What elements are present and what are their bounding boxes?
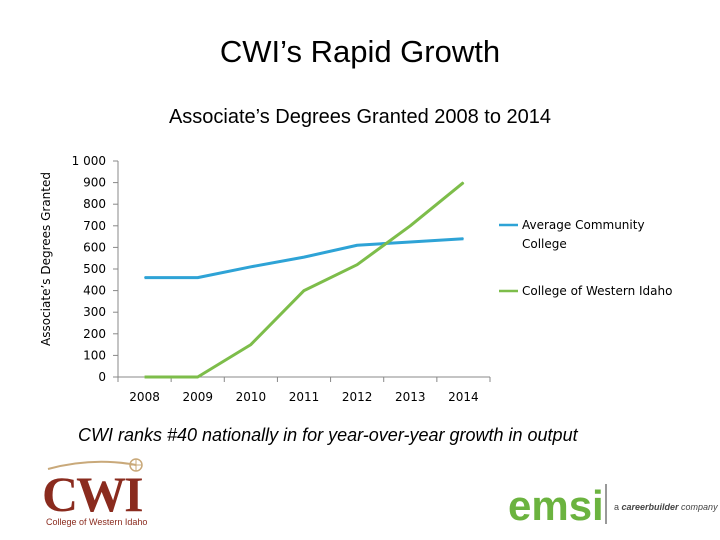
emsi-logo-text: emsi [508, 482, 604, 529]
line-chart: Associate’s Degrees Granted 0 100 200 300 40… [39, 154, 672, 404]
legend-label-0: Average Community College [522, 218, 645, 251]
data-point [144, 277, 146, 279]
cwi-logo-ornament [47, 458, 143, 472]
x-tick-label: 2014 [448, 390, 479, 404]
legend-label-line: College of Western Idaho [522, 284, 672, 298]
y-tick-label: 400 [83, 284, 106, 298]
x-ticks: 2008 2009 2010 2011 2012 2013 2014 [117, 377, 491, 404]
data-point [197, 277, 199, 279]
data-point [409, 241, 411, 243]
y-ticks: 0 100 200 300 400 500 600 700 800 900 1 000 [72, 154, 118, 384]
cwi-logo-text: CWI [42, 466, 142, 522]
x-tick-label: 2013 [395, 390, 426, 404]
axes [117, 161, 490, 378]
emsi-logo: emsi a careerbuilder company [508, 482, 718, 529]
y-tick-label: 500 [83, 262, 106, 276]
slide-title: CWI’s Rapid Growth [219, 34, 501, 69]
x-tick-label: 2012 [342, 390, 373, 404]
chart-title: Associate’s Degrees Granted 2008 to 2014 [168, 106, 552, 128]
data-point [144, 376, 146, 378]
y-axis-label: Associate’s Degrees Granted [39, 172, 53, 346]
y-tick-label: 700 [83, 219, 106, 233]
data-point [250, 266, 252, 268]
chart-caption: CWI ranks #40 nationally in for year-ove… [78, 425, 578, 445]
y-tick-label: 200 [83, 327, 106, 341]
legend: Average Community College College of Weste… [499, 218, 672, 298]
y-tick-label: 600 [83, 240, 106, 254]
y-tick-label: 300 [83, 305, 106, 319]
series-line-0 [144, 237, 464, 280]
x-tick-label: 2009 [182, 390, 213, 404]
legend-label-line: Average Community [522, 218, 645, 232]
y-tick-label: 0 [98, 370, 106, 384]
emsi-tag-prefix: a [614, 502, 622, 512]
data-point [197, 376, 199, 378]
y-tick-label: 100 [83, 348, 106, 362]
series-lines [144, 181, 465, 379]
legend-label-line: College [522, 237, 567, 251]
data-point [250, 344, 252, 346]
y-tick-label: 1 000 [72, 154, 106, 168]
data-point [356, 244, 358, 246]
x-tick-label: 2008 [129, 390, 160, 404]
data-point [303, 290, 305, 292]
cwi-logo-subtext: College of Western Idaho [46, 517, 147, 527]
data-point [303, 256, 305, 258]
data-point [462, 182, 464, 184]
y-tick-label: 800 [83, 197, 106, 211]
data-point [356, 264, 358, 266]
data-point [409, 225, 411, 227]
emsi-logo-tagline: a careerbuilder company [614, 502, 718, 512]
x-tick-label: 2011 [289, 390, 320, 404]
series-line-1 [144, 181, 465, 379]
y-tick-label: 900 [83, 176, 106, 190]
cwi-logo: CWI College of Western Idaho [42, 458, 147, 527]
data-point [462, 238, 464, 240]
y-axis-label-group: Associate’s Degrees Granted [39, 172, 53, 346]
legend-label-1: College of Western Idaho [522, 284, 672, 298]
emsi-tag-brand: careerbuilder [622, 502, 682, 512]
emsi-tag-suffix: company [681, 502, 718, 512]
x-tick-label: 2010 [236, 390, 267, 404]
